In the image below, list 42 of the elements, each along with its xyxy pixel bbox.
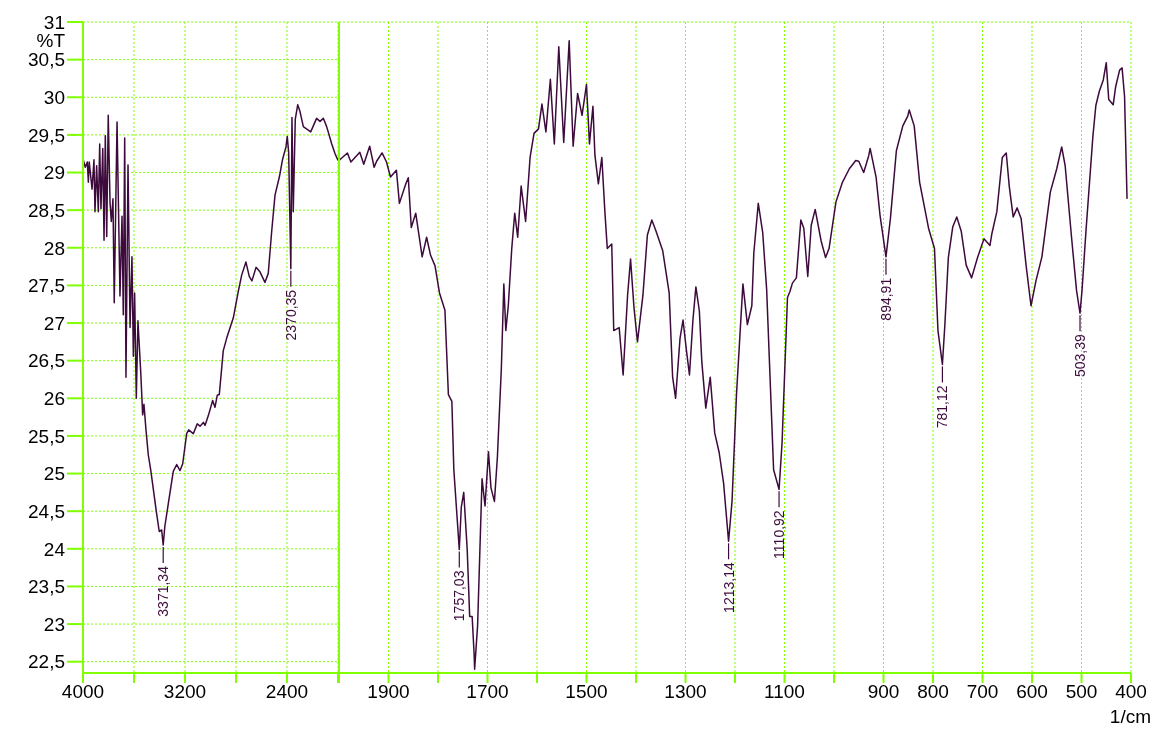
x-tick-label: 600 (1016, 681, 1048, 703)
y-tick-label: 25 (43, 463, 65, 485)
annotation: 1110,92 (771, 510, 788, 559)
annotation: 894,91 (877, 277, 894, 321)
y-tick-label: 24,5 (28, 500, 65, 522)
x-tick-label: 900 (867, 681, 900, 703)
y-tick-label: 23,5 (28, 576, 65, 598)
y-axis-title: %T (36, 30, 66, 51)
y-tick-label: 30,5 (28, 49, 65, 71)
y-tick-label: 22,5 (28, 651, 65, 673)
x-tick-label: 1100 (764, 681, 805, 703)
x-tick-label: 700 (966, 681, 999, 703)
annotation: 3371,34 (155, 565, 172, 617)
y-tick-label: 30 (43, 87, 65, 109)
x-tick-label: 1300 (664, 681, 707, 703)
y-tick-label: 31 (43, 11, 65, 33)
x-tick-label: 500 (1065, 681, 1098, 703)
annotation: 1757,03 (451, 570, 468, 622)
y-tick-label: 29,5 (28, 124, 65, 146)
x-tick-label: 3200 (163, 681, 207, 703)
y-tick-label: 28 (43, 237, 65, 259)
x-tick-label: 1500 (565, 681, 608, 703)
y-tick-label: 28,5 (28, 199, 65, 221)
y-tick-label: 24 (43, 538, 66, 560)
y-tick-label: 26,5 (28, 350, 65, 372)
y-tick-label: 27 (43, 312, 65, 334)
x-tick-label: 1900 (367, 681, 410, 703)
annotation: 503,39 (1072, 334, 1089, 378)
x-tick-label: 800 (917, 681, 949, 703)
x-tick-label: 1700 (466, 681, 509, 703)
annotation: 1213,14 (720, 562, 737, 613)
y-tick-label: 27,5 (28, 275, 65, 297)
x-tick-label: 4000 (61, 681, 105, 703)
x-tick-label: 2400 (265, 681, 309, 703)
y-tick-label: 26 (43, 388, 65, 410)
y-tick-label: 23 (43, 613, 65, 635)
x-tick-label: 400 (1115, 681, 1147, 703)
annotation: 2370,35 (282, 289, 299, 341)
annotation: 781,12 (934, 385, 951, 429)
y-tick-label: 25,5 (28, 425, 65, 447)
x-axis-title: 1/cm (1109, 706, 1151, 727)
y-tick-label: 29 (43, 162, 65, 184)
